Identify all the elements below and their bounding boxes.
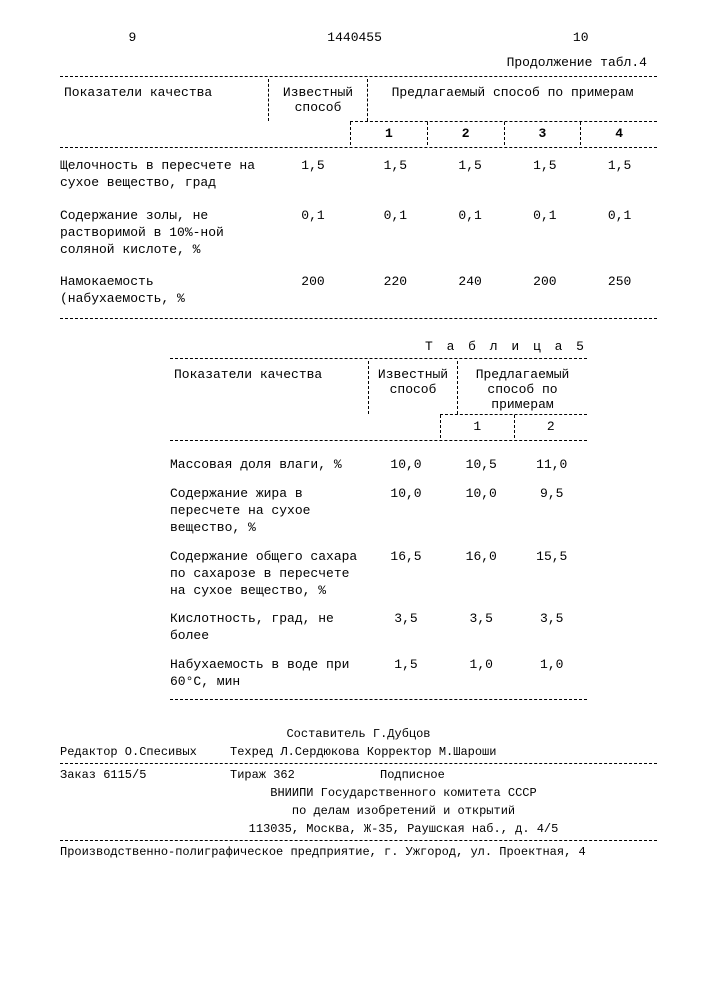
divider xyxy=(60,763,657,764)
cell: 16,0 xyxy=(446,549,517,564)
page: 9 1440455 10 Продолжение табл.4 Показате… xyxy=(0,0,707,1000)
table-row: Содержание золы, не растворимой в 10%-но… xyxy=(60,200,657,267)
org-addr: 113035, Москва, Ж-35, Раушская наб., д. … xyxy=(150,820,657,838)
cell: 1,0 xyxy=(446,657,517,672)
t4-col-quality: Показатели качества xyxy=(60,79,268,121)
t4-col-known: Известный способ xyxy=(268,79,367,121)
cell: 1,5 xyxy=(508,158,583,173)
tirage: Тираж 362 xyxy=(230,766,380,784)
cell: 1,5 xyxy=(366,657,446,672)
row-label: Содержание общего сахара по сахарозе в п… xyxy=(170,549,366,600)
cell: 10,5 xyxy=(446,457,517,472)
footer-order: Заказ 6115/5 Тираж 362 Подписное xyxy=(60,766,657,784)
divider xyxy=(60,318,657,319)
divider xyxy=(60,840,657,841)
footer-staff: Редактор О.Спесивых Техред Л.Сердюкова К… xyxy=(60,743,657,761)
continuation-label: Продолжение табл.4 xyxy=(60,55,647,70)
cell: 3,5 xyxy=(366,611,446,626)
cell: 10,0 xyxy=(366,457,446,472)
table-row: Содержание общего сахара по сахарозе в п… xyxy=(170,543,587,606)
cell: 220 xyxy=(358,274,433,289)
row-label: Массовая доля влаги, % xyxy=(170,457,366,474)
page-right: 10 xyxy=(573,30,589,45)
row-label: Содержание золы, не растворимой в 10%-но… xyxy=(60,208,268,259)
cell: 0,1 xyxy=(268,208,358,223)
t5-col-known: Известный способ xyxy=(368,361,457,414)
table-row: Намокаемость (набухаемость, % 200 220 24… xyxy=(60,266,657,316)
cell: 1,5 xyxy=(433,158,508,173)
cell: 0,1 xyxy=(582,208,657,223)
t4-subheader: 1 2 3 4 xyxy=(350,121,657,145)
row-label: Щелочность в пересчете на сухое вещество… xyxy=(60,158,268,192)
cell: 16,5 xyxy=(366,549,446,564)
table-row: Массовая доля влаги, % 10,0 10,5 11,0 xyxy=(170,451,587,480)
cell: 0,1 xyxy=(358,208,433,223)
t4-sub-2: 2 xyxy=(427,122,504,145)
subscription: Подписное xyxy=(380,766,445,784)
t5-col-quality: Показатели качества xyxy=(170,361,368,414)
row-label: Намокаемость (набухаемость, % xyxy=(60,274,268,308)
cell: 200 xyxy=(508,274,583,289)
t5-sub-1: 1 xyxy=(440,415,514,438)
table5-header: Показатели качества Известный способ Пре… xyxy=(170,361,587,414)
divider xyxy=(170,440,587,441)
techred: Техред Л.Сердюкова Корректор М.Шароши xyxy=(230,743,496,761)
cell: 9,5 xyxy=(517,486,588,501)
table-row: Содержание жира в пересчете на сухое вещ… xyxy=(170,480,587,543)
compiler: Составитель Г.Дубцов xyxy=(60,725,657,743)
t4-sub-1: 1 xyxy=(350,122,427,145)
page-header: 9 1440455 10 xyxy=(129,30,589,45)
cell: 200 xyxy=(268,274,358,289)
org-line1: ВНИИПИ Государственного комитета СССР xyxy=(150,784,657,802)
cell: 15,5 xyxy=(517,549,588,564)
doc-number: 1440455 xyxy=(327,30,382,45)
row-label: Содержание жира в пересчете на сухое вещ… xyxy=(170,486,366,537)
divider xyxy=(170,358,587,359)
cell: 1,5 xyxy=(268,158,358,173)
cell: 0,1 xyxy=(508,208,583,223)
cell: 10,0 xyxy=(366,486,446,501)
cell: 1,0 xyxy=(517,657,588,672)
cell: 240 xyxy=(433,274,508,289)
table5-title: Т а б л и ц а 5 xyxy=(170,339,587,354)
org-line2: по делам изобретений и открытий xyxy=(150,802,657,820)
divider xyxy=(60,76,657,77)
printer: Производственно-полиграфическое предприя… xyxy=(60,843,657,861)
t4-sub-3: 3 xyxy=(504,122,581,145)
row-label: Набухаемость в воде при 60°С, мин xyxy=(170,657,366,691)
t5-sub-2: 2 xyxy=(514,415,588,438)
table4-header: Показатели качества Известный способ Пре… xyxy=(60,79,657,121)
cell: 0,1 xyxy=(433,208,508,223)
table-row: Щелочность в пересчете на сухое вещество… xyxy=(60,150,657,200)
row-label: Кислотность, град, не более xyxy=(170,611,366,645)
cell: 10,0 xyxy=(446,486,517,501)
footer: Составитель Г.Дубцов Редактор О.Спесивых… xyxy=(60,725,657,861)
table5: Т а б л и ц а 5 Показатели качества Изве… xyxy=(170,339,587,700)
cell: 1,5 xyxy=(358,158,433,173)
editor: Редактор О.Спесивых xyxy=(60,743,230,761)
order: Заказ 6115/5 xyxy=(60,766,230,784)
cell: 1,5 xyxy=(582,158,657,173)
page-left: 9 xyxy=(129,30,137,45)
table-row: Кислотность, град, не более 3,5 3,5 3,5 xyxy=(170,605,587,651)
t5-subheader: 1 2 xyxy=(440,414,587,438)
cell: 3,5 xyxy=(517,611,588,626)
t5-col-proposed: Предлагаемый способ по примерам xyxy=(457,361,587,414)
t4-sub-4: 4 xyxy=(580,122,657,145)
cell: 250 xyxy=(582,274,657,289)
divider xyxy=(60,147,657,148)
t4-col-proposed: Предлагаемый способ по примерам xyxy=(367,79,657,121)
table-row: Набухаемость в воде при 60°С, мин 1,5 1,… xyxy=(170,651,587,697)
cell: 11,0 xyxy=(517,457,588,472)
cell: 3,5 xyxy=(446,611,517,626)
divider xyxy=(170,699,587,700)
